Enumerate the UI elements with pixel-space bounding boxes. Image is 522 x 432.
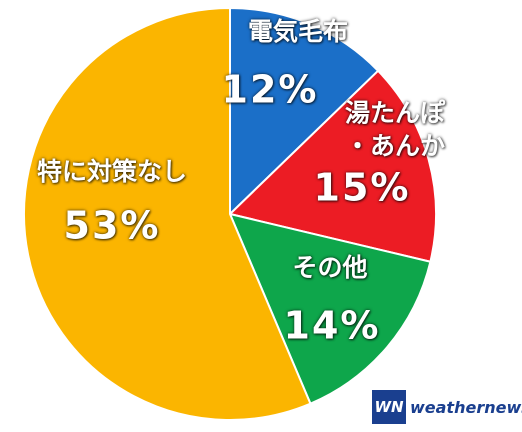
slice-label: その他 bbox=[292, 252, 368, 282]
value-label: 53% bbox=[63, 203, 161, 248]
slice-label: 湯たんぽ ・あんか bbox=[344, 98, 446, 161]
pie-slice bbox=[227, 69, 437, 263]
pie-slice bbox=[228, 212, 432, 405]
pie-slice bbox=[229, 6, 380, 217]
logo-mark: WN bbox=[372, 390, 406, 424]
pie-slice bbox=[23, 6, 312, 421]
value-label: 12% bbox=[221, 67, 319, 112]
logo-text: weathernews bbox=[410, 398, 522, 417]
value-label: 14% bbox=[283, 303, 381, 348]
value-label: 15% bbox=[313, 165, 411, 210]
slice-label: 特に対策なし bbox=[36, 156, 188, 186]
slice-label: 電気毛布 bbox=[247, 16, 349, 46]
